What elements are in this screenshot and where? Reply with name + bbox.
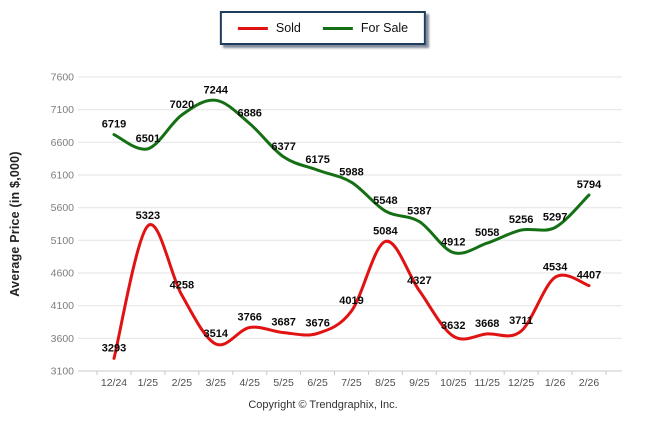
x-tick-label: 4/25 <box>239 377 260 389</box>
y-tick-label: 4100 <box>51 300 75 312</box>
x-tick-label: 7/25 <box>341 377 362 389</box>
x-tick-label: 10/25 <box>440 377 466 389</box>
y-tick-label: 3600 <box>51 333 75 345</box>
y-tick-label: 5600 <box>51 202 75 214</box>
data-label: 4534 <box>543 261 568 273</box>
x-tick-label: 6/25 <box>307 377 328 389</box>
data-label: 3668 <box>475 318 499 330</box>
data-label: 5548 <box>373 195 397 207</box>
sold-line-swatch <box>237 26 268 30</box>
x-tick-labels: 12/24 1/25 2/25 3/25 4/25 5/25 6/25 7/25 8/25 9/2… <box>101 377 600 389</box>
data-label: 6886 <box>237 108 261 120</box>
data-label: 4327 <box>407 275 431 287</box>
for-sale-line-swatch <box>322 26 353 30</box>
x-tick-label: 2/26 <box>579 377 600 389</box>
data-label: 5084 <box>373 225 398 237</box>
y-tick-label: 7100 <box>51 104 75 116</box>
data-label: 3766 <box>237 312 261 324</box>
data-label: 4912 <box>441 237 465 249</box>
data-label: 3711 <box>509 315 533 327</box>
x-tick-label: 2/25 <box>172 377 193 389</box>
x-axis-ticks <box>96 371 607 375</box>
y-tick-label: 7600 <box>51 72 75 84</box>
y-axis-title: Average Price (in $,000) <box>8 151 22 297</box>
price-line-chart: 3100 3600 4100 4600 5100 5600 6100 6600 7100 7600… <box>51 72 622 389</box>
data-labels-sold: 3293 5323 4258 3514 3766 3687 3676 4019 5084 4327… <box>102 210 601 355</box>
data-labels-for-sale: 6719 6501 7020 7244 6886 6377 6175 5988 5548 5387… <box>102 84 602 248</box>
legend-label-sold: Sold <box>275 20 301 35</box>
data-label: 5988 <box>339 166 363 178</box>
data-label: 3514 <box>204 328 229 340</box>
x-tick-label: 8/25 <box>375 377 396 389</box>
legend-item-sold: Sold <box>237 20 301 35</box>
data-label: 6175 <box>305 154 329 166</box>
x-tick-label: 5/25 <box>273 377 294 389</box>
y-tick-label: 4600 <box>51 268 75 280</box>
data-label: 3632 <box>441 320 465 332</box>
data-label: 6719 <box>102 119 126 131</box>
data-label: 4407 <box>577 270 601 282</box>
x-tick-label: 11/25 <box>474 377 500 389</box>
data-label: 5256 <box>509 214 533 226</box>
legend-label-for-sale: For Sale <box>360 20 409 35</box>
series-for-sale <box>112 98 591 255</box>
data-label: 6377 <box>271 141 295 153</box>
data-label: 4019 <box>339 295 363 307</box>
y-tick-label: 5100 <box>51 235 75 247</box>
y-tick-labels: 3100 3600 4100 4600 5100 5600 6100 6600 7100 7600 <box>51 72 75 378</box>
data-label: 5297 <box>543 212 567 224</box>
data-label: 5794 <box>577 179 602 191</box>
x-tick-label: 12/24 <box>101 377 127 389</box>
y-tick-label: 3100 <box>51 366 75 378</box>
x-tick-label: 12/25 <box>508 377 534 389</box>
data-label: 6501 <box>136 133 160 145</box>
data-label: 5058 <box>475 227 499 239</box>
gridlines <box>78 76 622 372</box>
data-label: 7244 <box>204 84 229 96</box>
series-sold <box>112 223 591 360</box>
data-label: 7020 <box>170 99 194 111</box>
copyright: Copyright © Trendgraphix, Inc. <box>248 399 398 411</box>
x-tick-label: 1/25 <box>138 377 159 389</box>
x-tick-label: 3/25 <box>206 377 227 389</box>
y-tick-label: 6600 <box>51 137 75 149</box>
x-tick-label: 9/25 <box>409 377 430 389</box>
data-label: 3676 <box>305 317 329 329</box>
data-label: 5323 <box>136 210 160 222</box>
y-tick-label: 6100 <box>51 170 75 182</box>
legend-item-for-sale: For Sale <box>322 20 409 35</box>
data-label: 5387 <box>407 206 431 218</box>
legend: Sold For Sale <box>219 11 427 45</box>
x-tick-label: 1/26 <box>545 377 566 389</box>
data-label: 3687 <box>271 317 295 329</box>
data-label: 3293 <box>102 342 126 354</box>
data-label: 4258 <box>170 279 194 291</box>
